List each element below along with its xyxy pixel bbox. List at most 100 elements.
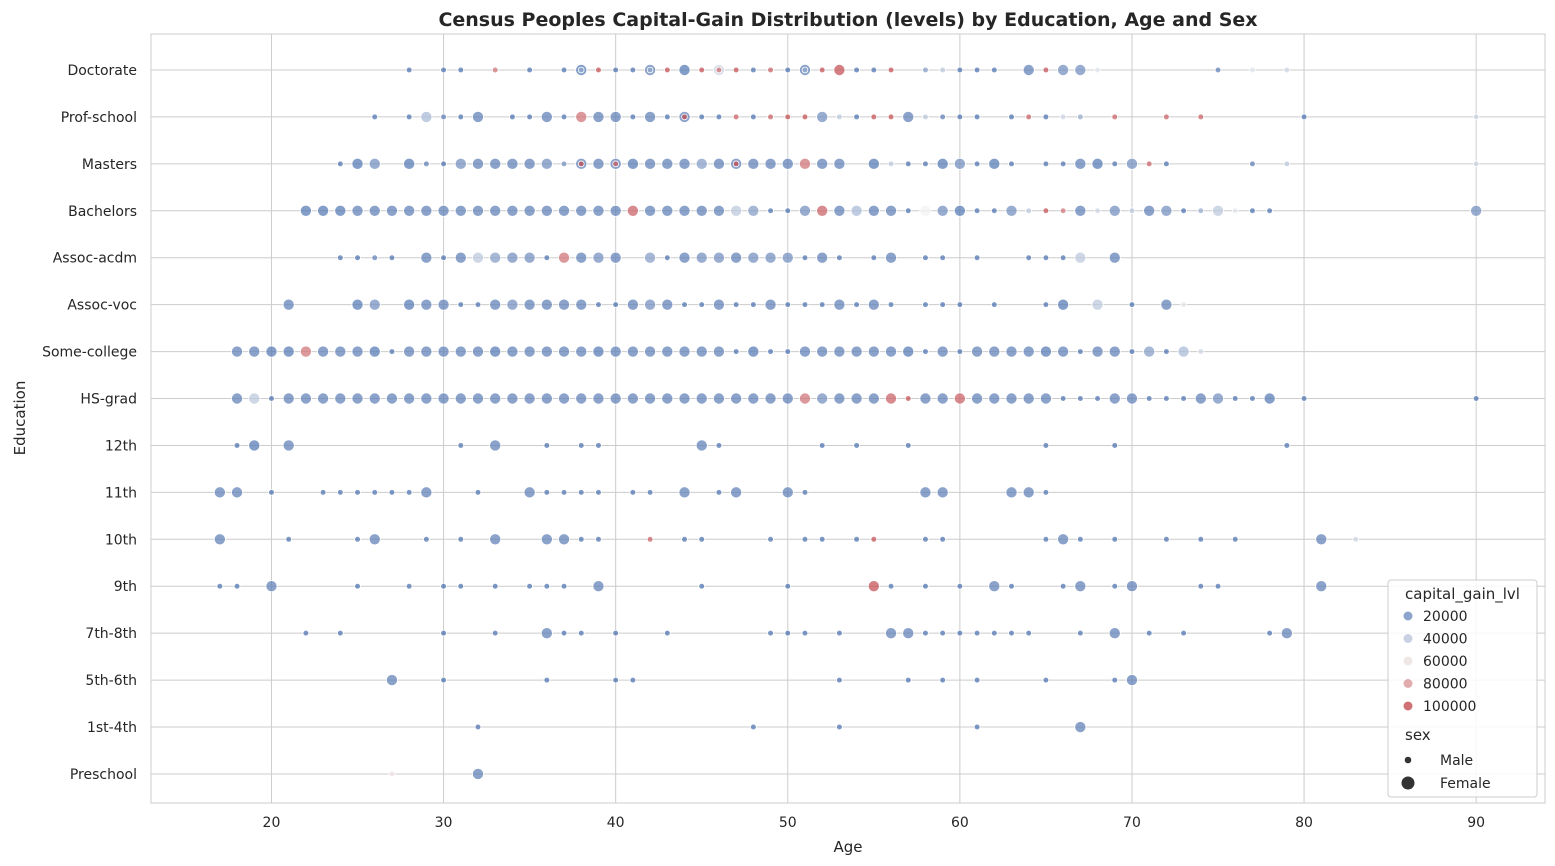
data-point [1042,676,1050,684]
data-point [1042,535,1050,543]
data-point [1125,674,1138,687]
data-point [784,207,792,215]
x-tick-label: 50 [779,815,797,831]
data-point [471,110,484,123]
data-point [750,113,757,121]
data-point [489,251,502,264]
data-point [867,204,880,217]
data-point [1197,582,1205,590]
data-point [1472,160,1480,168]
data-point [698,113,706,121]
data-point [1022,64,1035,77]
data-point [767,113,774,121]
data-point [767,348,774,355]
data-point [818,535,826,543]
data-point [457,301,465,308]
data-point [678,157,691,170]
data-point [833,204,846,217]
data-point [853,535,860,543]
data-point [663,66,671,74]
data-point [781,486,794,499]
data-point [592,345,605,358]
data-point [732,160,740,168]
data-point [1059,207,1067,215]
plot-background [150,33,1546,804]
data-point [248,345,261,358]
data-point [420,486,433,499]
data-point [798,157,811,170]
data-point [939,535,946,543]
data-point [695,204,708,217]
legend-hue-title: capital_gain_lvl [1405,585,1520,604]
data-point [1197,535,1205,543]
data-point [836,676,843,684]
data-point [973,66,981,74]
data-point [715,66,723,74]
data-point [575,204,588,217]
data-point [973,723,981,731]
data-point [543,582,551,590]
data-point [213,486,226,499]
data-point [1111,442,1119,449]
data-point [801,629,809,637]
data-point [558,345,571,358]
data-point [523,392,536,405]
data-point [953,204,966,217]
data-point [506,345,519,358]
data-point [282,345,295,358]
data-point [334,204,347,217]
data-point [540,298,553,311]
y-tick-label: 5th-6th [85,673,137,689]
data-point [971,345,984,358]
data-point [904,442,912,449]
data-point [1231,207,1239,215]
data-point [833,298,846,311]
data-point [543,489,551,496]
y-tick-label: 7th-8th [85,626,137,642]
data-point [730,251,743,264]
data-point [405,113,413,121]
data-point [558,251,571,264]
data-point [523,486,536,499]
data-point [764,298,777,311]
data-point [523,345,536,358]
data-point [1008,113,1015,121]
data-point [609,345,622,358]
data-point [1163,160,1170,168]
data-point [577,442,585,449]
data-point [1180,301,1187,308]
data-point [1108,251,1121,264]
data-point [887,301,895,308]
data-point [575,251,588,264]
data-point [1160,298,1173,311]
data-point [1472,113,1480,121]
x-tick-label: 20 [263,815,281,831]
data-point [922,113,929,121]
data-point [405,66,413,74]
data-point [388,348,396,355]
data-point [919,486,932,499]
data-point [661,345,674,358]
data-point [747,204,760,217]
x-tick-label: 90 [1467,815,1485,831]
data-point [299,392,312,405]
y-tick-label: 12th [105,438,137,454]
data-point [1125,580,1138,593]
x-tick-labels: 20 30 40 50 60 70 80 90 [263,815,1486,831]
data-point [732,66,740,74]
data-point [1128,301,1136,308]
data-point [1315,580,1328,593]
data-point [1042,160,1050,168]
data-point [540,157,553,170]
data-point [1042,66,1050,74]
data-point [887,113,895,121]
data-point [885,204,898,217]
data-point [853,442,860,449]
data-point [678,486,691,499]
data-point [265,345,278,358]
y-tick-label: 10th [105,532,137,548]
data-point [646,535,654,543]
data-point [558,533,571,546]
data-point [437,204,450,217]
data-point [784,66,792,74]
